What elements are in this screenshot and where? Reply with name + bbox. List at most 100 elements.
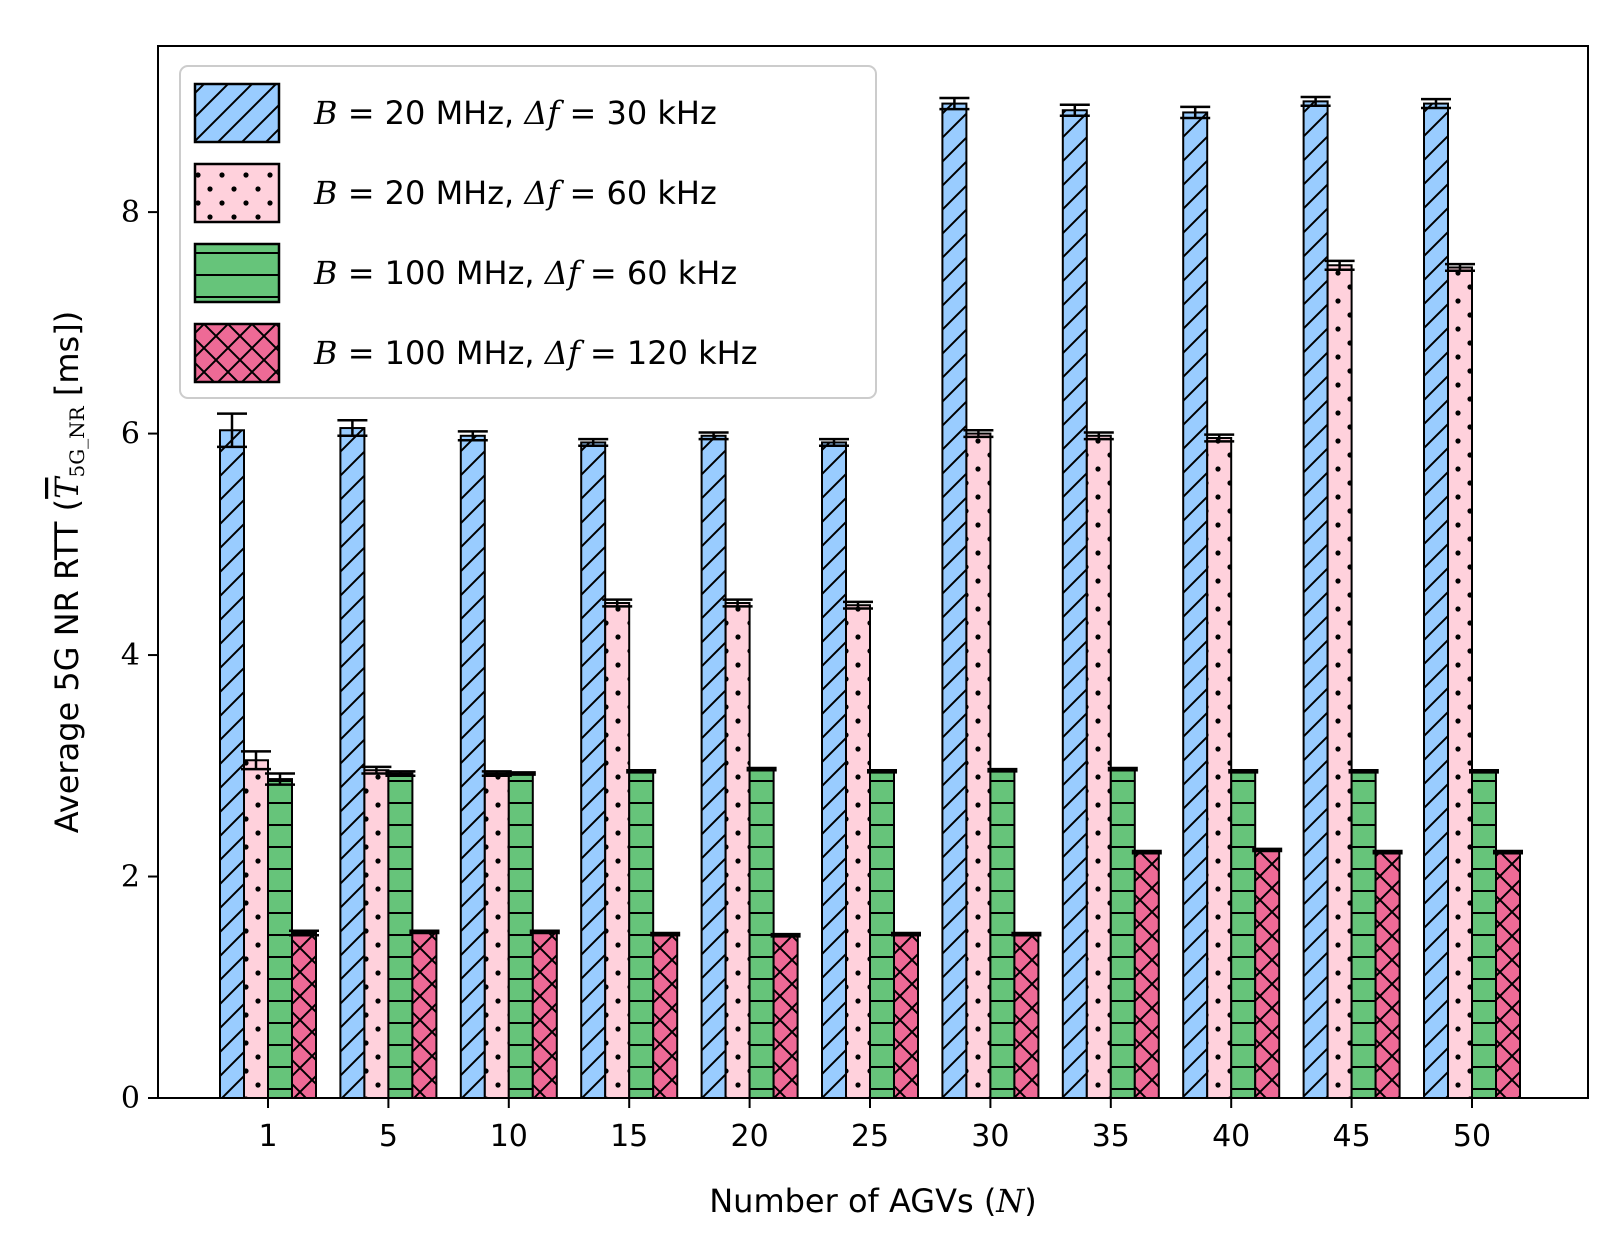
bar-series1-n30 xyxy=(941,102,968,1100)
x-tick-label-15: 15 xyxy=(610,1119,648,1154)
bar-series4-n45 xyxy=(1374,851,1401,1099)
bar-series3-n15 xyxy=(628,770,655,1099)
bar-series1-n35 xyxy=(1061,109,1088,1100)
error-bar-series1-n40 xyxy=(1180,105,1211,120)
error-bar-series1-n30 xyxy=(939,96,970,111)
y-tick-label-4: 4 xyxy=(121,638,140,673)
x-tick-label-1: 1 xyxy=(258,1119,277,1154)
legend-label-1: B = 20 MHz, Δf = 30 kHz xyxy=(313,94,717,132)
bar-series3-n40 xyxy=(1230,770,1257,1099)
bar-series4-n50 xyxy=(1495,851,1521,1099)
y-axis-ticks: 0 2 4 6 8 xyxy=(121,195,158,1116)
error-bar-series3-n50 xyxy=(1469,768,1499,774)
error-bar-series1-n15 xyxy=(578,437,609,448)
bar-series2-n10 xyxy=(483,772,510,1100)
error-bar-series4-n10 xyxy=(529,929,560,935)
bar-series1-n15 xyxy=(580,441,607,1100)
error-bar-series1-n20 xyxy=(698,431,729,441)
bar-series2-n45 xyxy=(1326,264,1353,1099)
error-bar-series2-n15 xyxy=(602,598,633,608)
error-bar-series3-n30 xyxy=(987,767,1018,773)
bar-series3-n20 xyxy=(748,768,775,1099)
error-bar-series2-n5 xyxy=(361,765,392,775)
bar-series2-n40 xyxy=(1206,437,1233,1099)
error-bar-series2-n45 xyxy=(1324,259,1355,271)
x-tick-label-35: 35 xyxy=(1092,1119,1130,1154)
bar-series2-n50 xyxy=(1447,266,1473,1099)
bar-series4-n1 xyxy=(291,932,317,1099)
bars xyxy=(219,100,1521,1100)
bar-series4-n5 xyxy=(411,930,438,1099)
y-tick-label-2: 2 xyxy=(121,860,140,895)
error-bar-series2-n35 xyxy=(1083,431,1114,441)
y-axis-label: Average 5G NR RTT (T5G_NR [ms]) xyxy=(48,311,89,833)
error-bar-series3-n1 xyxy=(265,772,295,786)
error-bar-series1-n45 xyxy=(1300,95,1331,108)
bar-series3-n1 xyxy=(267,778,293,1099)
bar-series2-n20 xyxy=(724,602,751,1099)
bar-series1-n20 xyxy=(700,434,727,1099)
error-bar-series4-n15 xyxy=(650,931,681,937)
error-bar-series3-n35 xyxy=(1107,766,1138,772)
error-bar-series4-n5 xyxy=(409,929,440,935)
legend-item-2: B = 20 MHz, Δf = 60 kHz xyxy=(193,162,717,224)
error-bar-series2-n50 xyxy=(1445,262,1475,273)
x-axis-ticks: 1 5 10 15 20 25 30 35 40 45 50 xyxy=(258,1098,1491,1154)
x-tick-label-45: 45 xyxy=(1333,1119,1371,1154)
error-bar-series3-n5 xyxy=(385,770,416,778)
bar-series2-n25 xyxy=(845,604,871,1100)
bar-series1-n50 xyxy=(1423,102,1449,1100)
error-bar-series4-n30 xyxy=(1011,931,1042,937)
error-bar-series1-n5 xyxy=(337,419,368,438)
bar-series4-n25 xyxy=(893,933,919,1100)
error-bar-series4-n40 xyxy=(1252,847,1283,853)
bar-series2-n5 xyxy=(363,769,390,1099)
x-tick-label-5: 5 xyxy=(379,1119,398,1154)
bar-series1-n25 xyxy=(821,441,847,1100)
bar-series3-n50 xyxy=(1471,770,1497,1099)
error-bar-series2-n20 xyxy=(722,598,753,608)
error-bar-series4-n20 xyxy=(770,932,801,938)
legend-frame xyxy=(179,65,877,399)
bar-series4-n15 xyxy=(652,933,679,1100)
legend-swatch-4 xyxy=(193,322,281,384)
bar-series3-n35 xyxy=(1109,768,1136,1099)
legend-label-4: B = 100 MHz, Δf = 120 kHz xyxy=(313,334,757,372)
x-axis-label: Number of AGVs (N) xyxy=(709,1182,1037,1220)
error-bar-series4-n35 xyxy=(1131,849,1162,855)
error-bar-series3-n40 xyxy=(1228,768,1259,774)
x-tick-label-20: 20 xyxy=(731,1119,769,1154)
error-bar-series2-n25 xyxy=(843,600,873,610)
bar-series3-n30 xyxy=(989,769,1016,1099)
error-bar-series1-n25 xyxy=(819,437,849,448)
bar-series2-n30 xyxy=(965,432,992,1100)
bar-series2-n15 xyxy=(604,602,631,1099)
error-bar-series4-n25 xyxy=(891,931,921,937)
bar-series2-n35 xyxy=(1085,434,1112,1099)
error-bar-series3-n25 xyxy=(867,768,897,774)
error-bar-series1-n50 xyxy=(1421,97,1451,110)
legend-item-1: B = 20 MHz, Δf = 30 kHz xyxy=(193,82,717,144)
x-tick-label-50: 50 xyxy=(1453,1119,1491,1154)
legend-swatch-2 xyxy=(193,162,281,224)
legend: B = 20 MHz, Δf = 30 kHz B = 20 MHz, Δf = … xyxy=(179,65,877,399)
bar-series1-n10 xyxy=(459,434,486,1099)
error-bar-series2-n30 xyxy=(963,429,994,439)
bar-series3-n45 xyxy=(1350,770,1377,1099)
bar-series1-n1 xyxy=(219,429,245,1099)
bar-series4-n35 xyxy=(1133,851,1160,1099)
legend-label-3: B = 100 MHz, Δf = 60 kHz xyxy=(313,254,737,292)
bar-series4-n40 xyxy=(1254,848,1281,1099)
x-tick-label-30: 30 xyxy=(971,1119,1009,1154)
legend-label-2: B = 20 MHz, Δf = 60 kHz xyxy=(313,174,717,212)
error-bar-series3-n15 xyxy=(626,768,657,774)
legend-item-3: B = 100 MHz, Δf = 60 kHz xyxy=(193,242,737,304)
bar-series4-n20 xyxy=(772,934,799,1100)
error-bar-series3-n10 xyxy=(505,771,536,776)
bar-series1-n5 xyxy=(339,427,366,1099)
x-tick-label-25: 25 xyxy=(851,1119,889,1154)
bar-series1-n45 xyxy=(1302,100,1329,1100)
error-bar-series4-n50 xyxy=(1493,849,1523,855)
bar-series3-n25 xyxy=(869,770,895,1099)
